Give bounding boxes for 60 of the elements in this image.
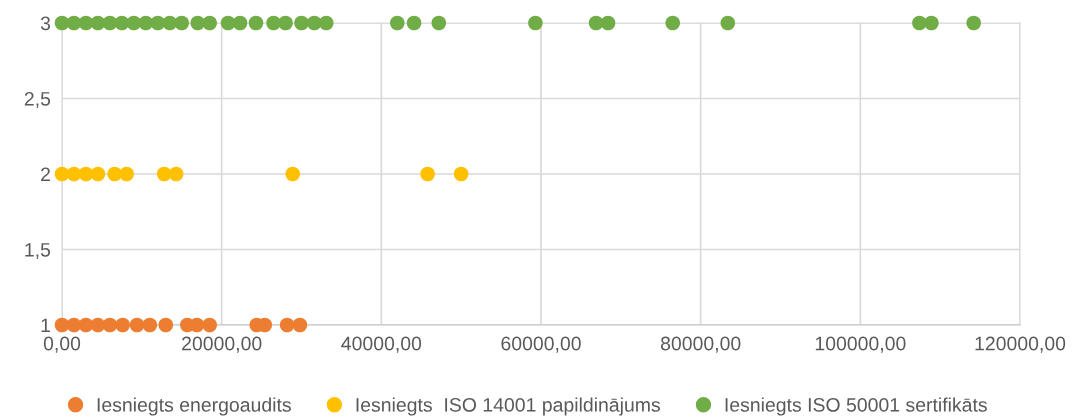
point (266, 15, 281, 31)
point (285, 166, 300, 182)
point (78, 317, 94, 333)
point (158, 317, 174, 333)
point (54, 15, 70, 31)
point (292, 317, 308, 333)
point (420, 166, 435, 182)
point (115, 317, 130, 333)
point (294, 15, 309, 31)
x-tick-label: 100000,00 (815, 336, 906, 353)
point (66, 317, 82, 333)
point (528, 15, 543, 31)
point (174, 15, 190, 31)
point (318, 15, 334, 31)
legend-label: Iesniegts ISO 50001 sertifikāts (725, 397, 987, 416)
point (600, 15, 616, 31)
point (278, 15, 293, 31)
point (202, 15, 217, 31)
point (232, 15, 248, 31)
point (142, 317, 158, 333)
point (665, 15, 681, 31)
x-tick-label: 60000,00 (501, 336, 581, 353)
point (78, 166, 94, 182)
x-tick-label: 0,00 (43, 336, 81, 353)
legend-label: Iesniegts energoaudits (97, 397, 291, 416)
x-tick-label: 80000,00 (660, 336, 741, 353)
x-tick-label: 40000,00 (341, 336, 422, 353)
y-tick-label: 3 (40, 16, 51, 31)
point (66, 166, 82, 182)
point (279, 317, 295, 333)
point (588, 15, 604, 31)
point (54, 166, 70, 182)
point (102, 15, 118, 31)
x-tick-label: 120000,00 (975, 336, 1066, 353)
legend-label: Iesniegts ISO 14001 papildinājums (356, 397, 660, 416)
point (720, 15, 736, 31)
point (78, 15, 94, 31)
point (390, 15, 405, 31)
point (129, 317, 145, 333)
point (90, 15, 106, 31)
point (966, 15, 981, 31)
point (924, 15, 939, 31)
point (453, 166, 469, 182)
x-tick-label: 20000,00 (182, 336, 262, 353)
y-tick-label: 2,5 (24, 91, 51, 109)
point (431, 15, 447, 31)
y-tick-label: 1,5 (25, 243, 51, 260)
point (406, 15, 422, 31)
y-tick-label: 1 (41, 318, 50, 333)
point (119, 166, 134, 182)
point (168, 166, 184, 182)
point (90, 166, 106, 182)
point (248, 15, 264, 31)
point (102, 317, 118, 333)
point (54, 317, 70, 333)
y-tick-label: 2 (41, 167, 50, 182)
point (90, 317, 106, 333)
point (202, 317, 217, 333)
point (66, 15, 82, 31)
point (220, 15, 236, 31)
